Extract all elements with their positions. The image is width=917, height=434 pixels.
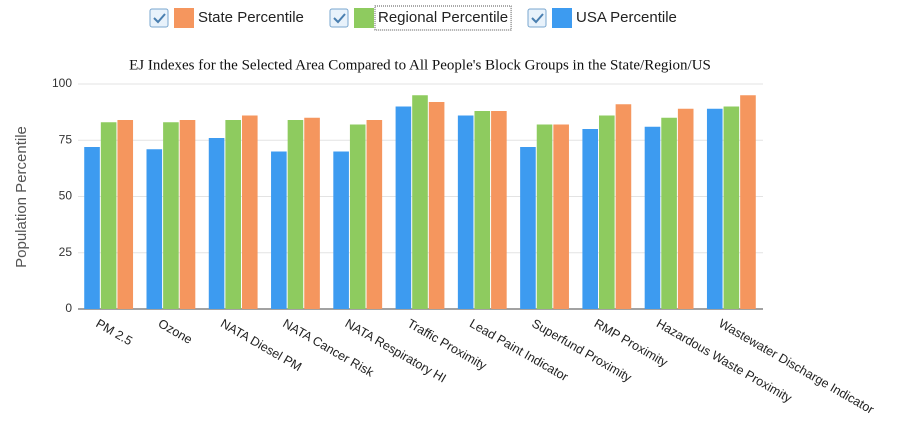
- bar: [536, 124, 553, 309]
- legend-check: [531, 13, 544, 24]
- bar: [304, 117, 320, 309]
- bar: [661, 117, 677, 309]
- legend-check: [333, 13, 346, 24]
- bar: [225, 120, 241, 309]
- bar: [723, 106, 740, 309]
- bar: [84, 147, 100, 309]
- bar: [553, 124, 569, 309]
- y-tick-label: 50: [59, 189, 73, 203]
- bar: [474, 111, 491, 309]
- chart-title: EJ Indexes for the Selected Area Compare…: [129, 57, 711, 73]
- legend-swatch: [174, 8, 194, 28]
- bar: [615, 104, 632, 309]
- bar: [241, 115, 258, 309]
- bar: [644, 126, 661, 309]
- bar: [333, 151, 349, 309]
- y-tick-label: 25: [59, 245, 73, 259]
- bar: [740, 95, 756, 309]
- bar: [599, 115, 615, 309]
- y-axis-label: Population Percentile: [13, 126, 30, 268]
- legend-swatch: [354, 8, 374, 28]
- y-tick-label: 0: [65, 301, 72, 315]
- bar: [457, 115, 474, 309]
- bar: [146, 149, 163, 309]
- bar: [163, 122, 179, 309]
- legend-checkbox: [329, 8, 349, 28]
- bar: [428, 102, 445, 309]
- bar: [395, 106, 412, 309]
- bar: [677, 108, 694, 309]
- y-tick-label: 100: [52, 76, 72, 90]
- legend-focus: [374, 5, 512, 31]
- bar: [366, 120, 383, 309]
- legend-label: State Percentile: [198, 9, 304, 26]
- legend-check: [153, 13, 166, 24]
- bar: [287, 120, 304, 309]
- x-tick-label: NATA Respiratory HI: [343, 316, 449, 385]
- bar: [349, 124, 366, 309]
- bar: [179, 120, 196, 309]
- bar: [412, 95, 428, 309]
- bar: [520, 147, 536, 309]
- legend-swatch: [552, 8, 572, 28]
- bar: [491, 111, 507, 309]
- x-tick-label: PM 2.5: [94, 316, 135, 348]
- legend-checkbox: [149, 8, 169, 28]
- legend-checkbox: [527, 8, 547, 28]
- bar: [706, 108, 723, 309]
- x-tick-label: Superfund Proximity: [529, 316, 634, 385]
- x-tick-label: Ozone: [156, 316, 195, 347]
- bar: [100, 122, 117, 309]
- legend-label: Regional Percentile: [378, 9, 508, 26]
- bar: [117, 120, 134, 309]
- legend-label: USA Percentile: [576, 9, 677, 26]
- y-tick-label: 75: [59, 132, 73, 146]
- bar: [208, 138, 225, 309]
- bar: [271, 151, 287, 309]
- bar: [582, 129, 599, 309]
